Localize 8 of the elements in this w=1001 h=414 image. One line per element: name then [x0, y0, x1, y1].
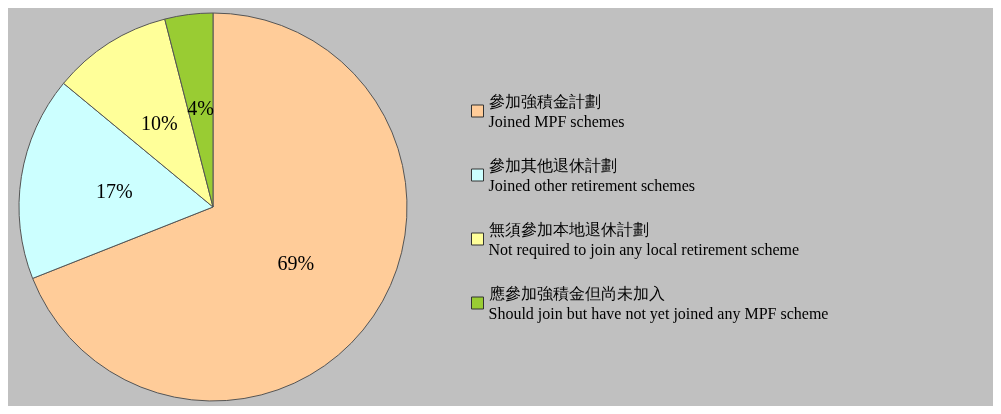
legend-label: 參加強積金計劃 Joined MPF schemes	[488, 92, 625, 130]
legend-label: 應參加強積金但尚未加入 Should join but have not yet joined any MPF scheme	[488, 284, 829, 323]
legend-label: 參加其他退休計劃 Joined other retirement schemes	[488, 156, 696, 194]
data-label: 4%	[187, 96, 214, 119]
data-label: 69%	[277, 252, 315, 275]
data-label: 10%	[141, 111, 178, 134]
data-label: 17%	[95, 180, 133, 203]
legend-label: 無須參加本地退休計劃 Not required to join any local retirement scheme	[488, 220, 800, 259]
